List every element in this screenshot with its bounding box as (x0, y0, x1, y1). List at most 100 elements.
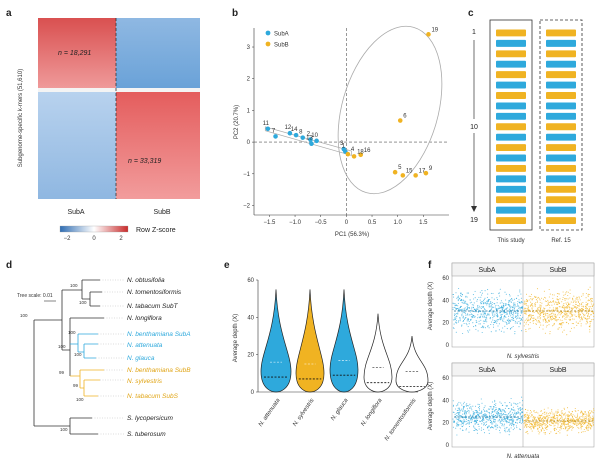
depth-dot (544, 413, 546, 415)
depth-dot (464, 302, 466, 304)
depth-dot (469, 302, 471, 304)
depth-dot (586, 319, 588, 321)
depth-dot (559, 413, 561, 415)
depth-dot (553, 425, 555, 427)
depth-dot (545, 321, 547, 323)
depth-dot (517, 314, 519, 316)
depth-dot (551, 422, 553, 424)
depth-dot (567, 429, 569, 431)
depth-dot (456, 415, 458, 417)
depth-dot (475, 325, 477, 327)
depth-dot (519, 402, 521, 404)
depth-dot (465, 412, 467, 414)
depth-dot (505, 321, 507, 323)
depth-dot (497, 308, 499, 310)
depth-dot (578, 312, 580, 314)
depth-dot (567, 417, 569, 419)
depth-dot (479, 412, 481, 414)
depth-dot (470, 319, 472, 321)
depth-dot (460, 402, 462, 404)
order-bar (496, 154, 526, 162)
depth-dot (550, 424, 552, 427)
depth-dot (503, 409, 505, 412)
depth-dot (522, 301, 524, 303)
depth-dot (494, 420, 496, 422)
depth-dot (494, 426, 496, 428)
depth-dot (530, 420, 532, 423)
depth-dot (593, 303, 595, 305)
depth-dot (488, 306, 490, 308)
violin-ytick: 0 (251, 390, 255, 396)
depth-dot (528, 315, 530, 317)
depth-dot (585, 417, 587, 419)
depth-dot (475, 320, 477, 322)
depth-dot (521, 400, 524, 402)
depth-dot (581, 308, 583, 310)
depth-dot (544, 307, 546, 310)
depth-dot (514, 403, 516, 405)
depth-dot (515, 297, 517, 300)
depth-dot (454, 413, 456, 415)
depth-dot (508, 434, 510, 436)
depth-dot (498, 306, 500, 308)
depth-dot (579, 421, 581, 423)
depth-dot (539, 425, 541, 427)
depth-dot (529, 327, 531, 329)
depth-dot (567, 303, 570, 305)
depth-dot (513, 319, 515, 321)
depth-dot (506, 414, 508, 416)
depth-dot (512, 306, 514, 308)
depth-dot (572, 297, 574, 299)
depth-dot (567, 424, 569, 426)
depth-dot (541, 309, 543, 311)
depth-dot (557, 304, 559, 306)
depth-dot (512, 325, 514, 328)
depth-dot (536, 320, 538, 322)
depth-dot (466, 408, 468, 410)
tree-taxa: N. obtusifolia N. tomentosiformis N. tab… (127, 277, 191, 438)
depth-dot (533, 311, 535, 313)
depth-dot (465, 314, 467, 316)
depth-dot (561, 418, 563, 420)
depth-dot (562, 423, 564, 425)
depth-dot (578, 316, 580, 318)
depth-dot (580, 428, 582, 430)
depth-dot (559, 429, 561, 431)
depth-dot (559, 314, 561, 316)
depth-dot (567, 421, 570, 423)
depth-dot (500, 300, 502, 302)
depth-dot (584, 422, 586, 424)
depth-dot (501, 417, 503, 419)
depth-dot (521, 408, 523, 411)
depth-dot (476, 300, 478, 302)
depth-dot (540, 306, 542, 308)
depth-dot (547, 303, 549, 306)
bootstrap-value: 99 (73, 383, 79, 388)
depth-dot (459, 410, 461, 412)
depth-dot (537, 417, 539, 419)
depth-dot (504, 315, 506, 317)
depth-dot (531, 430, 533, 432)
depth-dot (506, 323, 508, 325)
depth-dot (462, 422, 464, 424)
depth-dot (489, 302, 491, 305)
depth-dot (570, 426, 572, 428)
depth-dot (464, 307, 466, 309)
depth-dot (567, 414, 569, 416)
heatmap-row-divider (38, 88, 200, 92)
depth-dot (493, 315, 495, 317)
depth-dot (525, 321, 527, 323)
depth-dot (580, 410, 582, 412)
depth-dot (548, 314, 550, 316)
depth-dot (452, 309, 454, 311)
depth-dot (484, 303, 486, 305)
depth-dot (542, 311, 544, 313)
depth-dot (500, 402, 502, 404)
depth-dot (457, 321, 459, 323)
depth-dot (488, 429, 490, 431)
depth-dot (529, 422, 532, 424)
depth-dot (572, 314, 574, 316)
depth-dot (556, 320, 558, 322)
depth-dot (561, 416, 563, 418)
